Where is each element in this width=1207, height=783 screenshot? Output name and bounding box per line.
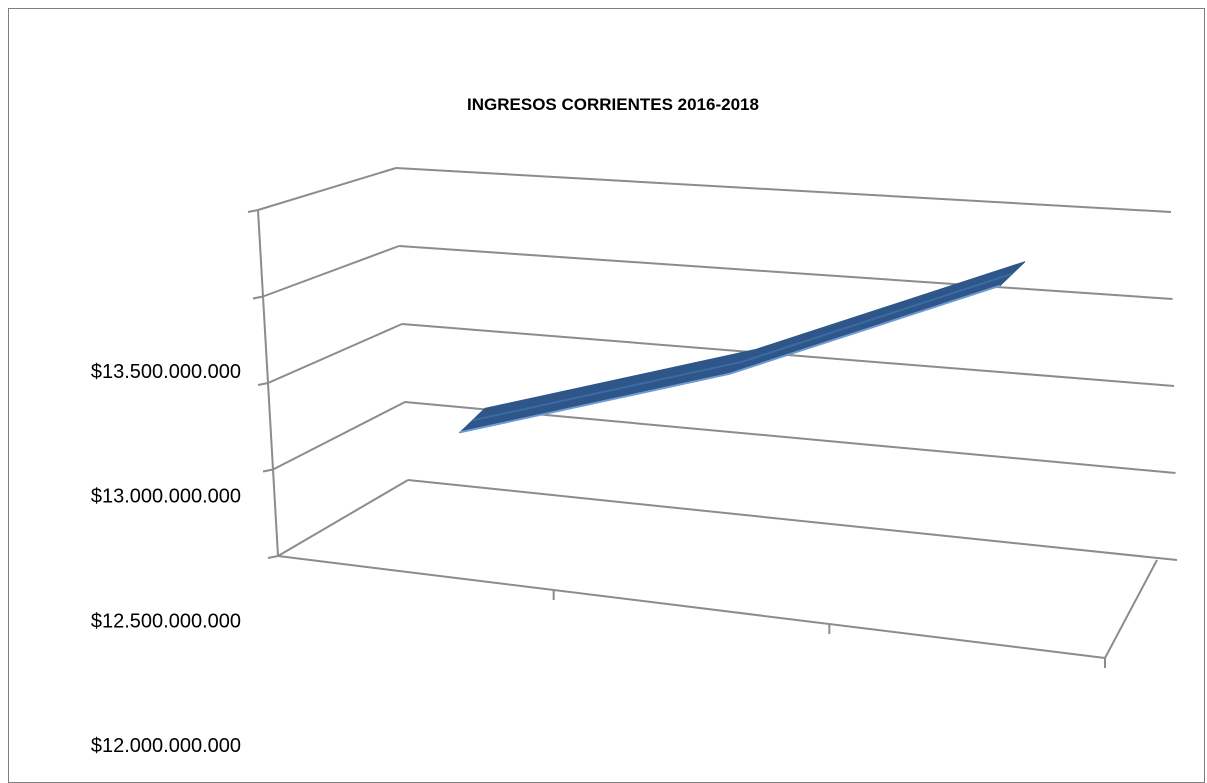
y-tick-label: $12.500.000.000 (91, 610, 241, 632)
y-axis-tick (253, 297, 263, 299)
gridline-side (278, 480, 408, 556)
gridline-back (396, 168, 1171, 212)
gridline-back (408, 480, 1177, 560)
gridline-side (258, 168, 396, 210)
gridline-side (273, 402, 405, 470)
y-tick-label: $13.500.000.000 (91, 361, 241, 383)
gridline-back (399, 246, 1173, 299)
chart-title: INGRESOS CORRIENTES 2016-2018 (467, 95, 759, 114)
y-axis-tick (258, 383, 268, 385)
series-ribbon (460, 262, 1025, 433)
series-line (460, 262, 1025, 433)
y-axis-tick (248, 210, 258, 212)
y-axis-tick (268, 556, 278, 558)
y-tick-label: $13.000.000.000 (91, 486, 241, 508)
floor-edge-right (1105, 560, 1157, 658)
gridline-side (263, 246, 399, 297)
axes (248, 210, 1157, 668)
y-axis-line (258, 210, 278, 556)
y-tick-label: $12.000.000.000 (91, 735, 241, 757)
y-axis-tick (263, 470, 273, 472)
gridline-side (268, 324, 402, 383)
x-axis-line (278, 556, 1105, 658)
y-tick-labels: $12.000.000.000 $12.500.000.000 $13.000.00… (91, 361, 241, 757)
